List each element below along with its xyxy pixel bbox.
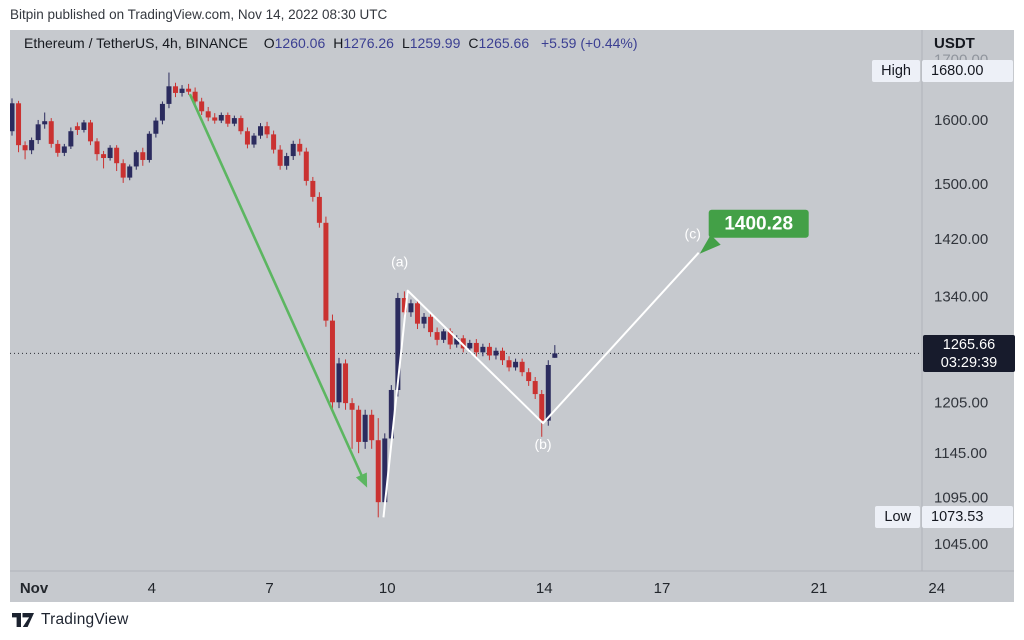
wave-label: (a) (391, 254, 408, 270)
target-price-label: 1400.28 (724, 214, 793, 235)
time-tick-label: 24 (928, 580, 945, 597)
ohlc-value-c: 1265.66 (478, 35, 530, 51)
price-tick-label: 1340.00 (934, 289, 988, 306)
chart-canvas[interactable]: (a)(b)(c)1400.281700.001600.001500.00142… (10, 30, 1014, 602)
price-tick-label: 1600.00 (934, 112, 988, 129)
time-tick-label: Nov (20, 580, 49, 597)
elliott-wave-drawing[interactable]: (a) (b) (c) (382, 226, 701, 518)
price-tick-label: 1145.00 (934, 445, 987, 462)
ohlc-value-h: 1276.26 (343, 35, 394, 51)
ohlc-key-l: L (401, 35, 410, 51)
target-callout[interactable]: 1400.28 (699, 209, 809, 254)
time-axis[interactable]: Nov 4 7 10 14 17 21 24 (10, 570, 1014, 597)
attribution-text: Bitpin published on TradingView.com, Nov… (10, 7, 388, 22)
wave-label: (b) (534, 436, 551, 452)
price-tick-label: 1205.00 (934, 394, 988, 411)
low-badge-value: 1073.53 (922, 506, 1013, 529)
ohlc-key-h: H (333, 35, 344, 51)
ohlc-key-o: O (263, 35, 275, 51)
last-price-badge: 1265.66 03:29:39 (923, 334, 1015, 372)
high-badge-value: 1680.00 (922, 60, 1013, 83)
tradingview-logo-text: TradingView (41, 611, 129, 628)
price-axis[interactable]: 1700.001600.001500.001420.001340.001205.… (921, 30, 988, 571)
last-price-value: 1265.66 (942, 336, 996, 353)
symbol-info-bar: Ethereum / TetherUS, 4h, BINANCE O1260.0… (24, 30, 638, 57)
candlestick-series[interactable] (10, 72, 558, 518)
low-price-badge: Low 1073.53 (875, 506, 1013, 529)
low-badge-label: Low (875, 506, 920, 529)
candle-countdown: 03:29:39 (940, 354, 998, 371)
ohlc-value-o: 1260.06 (274, 35, 326, 51)
time-tick-label: 17 (654, 580, 671, 597)
symbol-title: Ethereum / TetherUS, 4h, BINANCE (24, 35, 248, 51)
tradingview-logo-icon (12, 613, 34, 627)
tradingview-logo[interactable]: TradingView (12, 611, 129, 629)
price-tick-label: 1095.00 (934, 490, 988, 507)
time-tick-label: 21 (811, 580, 828, 597)
price-tick-label: 1045.00 (934, 536, 988, 553)
currency-label: USDT (934, 35, 975, 52)
chart-block: (a)(b)(c)1400.281700.001600.001500.00142… (10, 30, 1015, 602)
time-tick-label: 7 (265, 580, 273, 597)
time-tick-label: 4 (148, 580, 156, 597)
time-tick-label: 10 (379, 580, 396, 597)
price-tick-label: 1420.00 (934, 231, 988, 248)
ohlc-values: O1260.06 H1276.26 L1259.99 C1265.66 (256, 35, 529, 51)
high-badge-label: High (872, 60, 920, 83)
change-percent: +5.59 (+0.44%) (541, 35, 638, 51)
price-tick-label: 1500.00 (934, 176, 988, 193)
attribution-bar: Bitpin published on TradingView.com, Nov… (0, 0, 1024, 30)
wave-label: (c) (685, 226, 701, 242)
ohlc-value-l: 1259.99 (409, 35, 461, 51)
footer: TradingView (0, 602, 1024, 640)
trend-arrow[interactable] (188, 93, 368, 488)
time-tick-label: 14 (536, 580, 553, 597)
high-price-badge: High 1680.00 (872, 60, 1013, 83)
ohlc-key-c: C (468, 35, 479, 51)
